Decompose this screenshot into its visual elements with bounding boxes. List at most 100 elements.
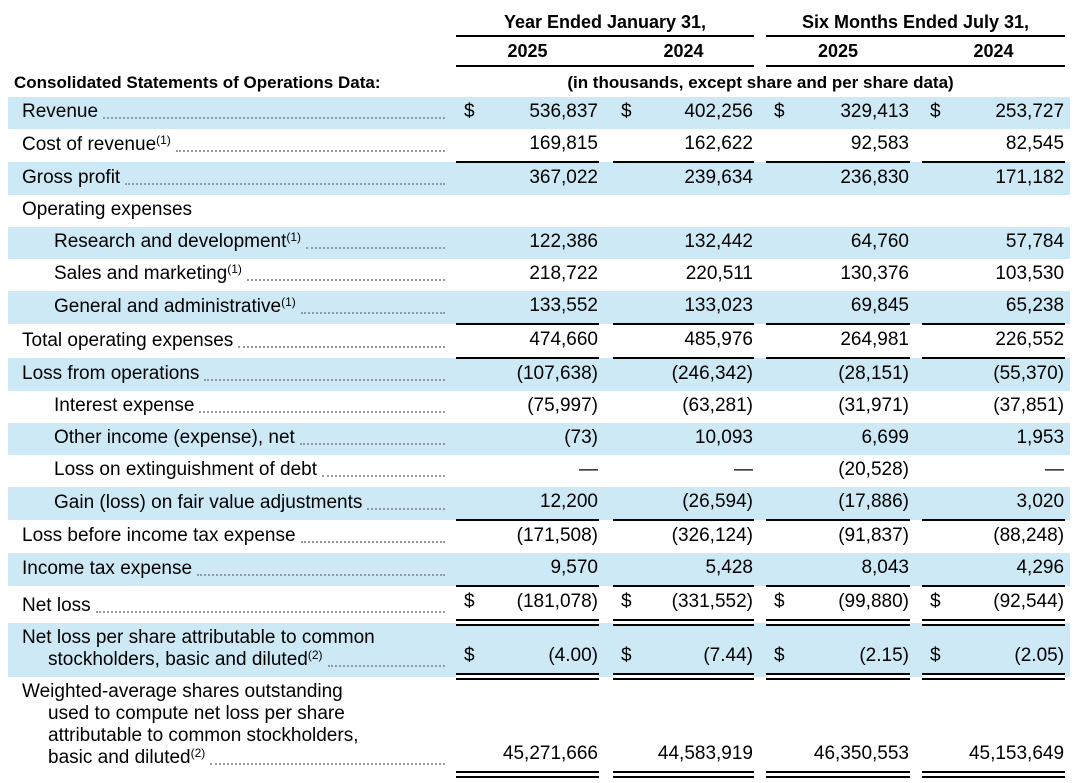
spacer-cell	[754, 677, 766, 775]
spacer-cell	[910, 358, 922, 391]
label-line: Sales and marketing(1)	[54, 263, 448, 285]
row-label-revenue: Revenue	[8, 97, 448, 129]
label-text: Net loss	[22, 594, 91, 616]
dot-leader	[125, 183, 445, 185]
label-text: stockholders, basic and diluted(2)	[48, 647, 323, 670]
label-text: Income tax expense	[22, 558, 193, 579]
value-gain-loss-on-fair-value-adjustments-col2: (26,594)	[649, 487, 754, 520]
spacer-cell	[448, 36, 456, 66]
value-total-operating-expenses-col1: 474,660	[492, 323, 599, 358]
spacer-cell	[910, 36, 922, 67]
value-gross-profit-col1: 367,022	[492, 161, 599, 195]
dollar-sign-total-operating-expenses-col4	[922, 323, 958, 358]
label-line: basic and diluted(2)	[48, 747, 448, 769]
table-row-sales-and-marketing: Sales and marketing(1) 218,722 220,511 130,…	[8, 259, 1070, 291]
dot-leader	[210, 762, 445, 765]
value-net-loss-per-share-col3: (2.15)	[802, 622, 910, 680]
spacer-cell	[448, 162, 456, 195]
spacer-cell	[8, 36, 448, 66]
dollar-sign-operating-expenses-col4	[922, 195, 958, 227]
dollar-sign-loss-on-extinguishment-of-debt-col3	[766, 455, 802, 487]
dollar-sign-revenue-col4: $	[922, 97, 958, 129]
label-text: Total operating expenses	[22, 330, 234, 351]
spacer-cell	[754, 553, 766, 586]
label-text: Cost of revenue(1)	[22, 133, 171, 155]
spacer-cell	[599, 259, 613, 291]
value-operating-expenses-col4	[958, 195, 1065, 227]
spacer-cell	[599, 162, 613, 195]
label-text: Sales and marketing(1)	[54, 262, 242, 284]
spacer-cell	[448, 6, 456, 36]
value-general-and-administrative-col4: 65,238	[958, 291, 1066, 324]
spacer-cell	[1065, 97, 1071, 129]
spacer-cell	[1065, 455, 1070, 487]
spacer-cell	[1065, 553, 1071, 586]
value-revenue-col4: 253,727	[958, 97, 1066, 129]
row-label-loss-from-operations: Loss from operations	[8, 358, 448, 391]
spacer-cell	[1065, 6, 1070, 36]
spacer-cell	[1065, 520, 1070, 553]
value-weighted-average-shares-col1: 45,271,666	[492, 676, 599, 778]
spacer-cell	[754, 324, 766, 358]
dot-leader	[322, 475, 445, 477]
spacer-cell	[1065, 162, 1071, 195]
label-text: Loss from operations	[22, 363, 200, 384]
label-text: Gain (loss) on fair value adjustments	[54, 492, 363, 513]
value-income-tax-expense-col4: 4,296	[958, 553, 1066, 586]
label-line: Revenue	[22, 101, 448, 123]
spacer-cell	[910, 455, 922, 487]
dollar-sign-sales-and-marketing-col3	[766, 259, 802, 291]
spacer-cell	[754, 622, 766, 677]
spacer-cell	[754, 455, 766, 487]
value-loss-on-extinguishment-of-debt-col2: —	[734, 459, 753, 480]
spacer-cell	[599, 455, 613, 487]
dollar-sign-loss-from-operations-col2	[613, 357, 649, 391]
dollar-sign-revenue-col2: $	[613, 97, 649, 129]
label-text: basic and diluted(2)	[48, 745, 206, 768]
table-row-income-tax-expense: Income tax expense 9,570 5,428 8,043 4,296	[8, 553, 1071, 586]
dollar-sign-loss-before-income-tax-expense-col3	[766, 519, 802, 553]
spacer-cell	[599, 195, 613, 227]
table-row-general-and-administrative: General and administrative(1) 133,552 133,…	[8, 291, 1071, 324]
year-column-fy2024: 2024	[613, 36, 754, 67]
dot-leader	[299, 443, 445, 445]
dollar-sign-general-and-administrative-col2	[613, 291, 649, 324]
spacer-cell	[910, 520, 922, 553]
value-gross-profit-col3: 236,830	[802, 161, 910, 195]
label-line: Gain (loss) on fair value adjustments	[54, 492, 448, 514]
row-label-loss-on-extinguishment-of-debt: Loss on extinguishment of debt	[8, 455, 448, 487]
value-interest-expense-col3: (31,971)	[838, 395, 909, 416]
spacer-cell	[599, 622, 613, 677]
dollar-sign-net-loss-col3: $	[766, 585, 802, 626]
dot-leader	[103, 117, 445, 119]
dollar-sign-net-loss-col4: $	[922, 585, 958, 626]
value-other-income-expense-net-col4: 1,953	[958, 423, 1066, 455]
dollar-sign-loss-before-income-tax-expense-col1	[456, 519, 492, 553]
spacer-cell	[448, 391, 456, 423]
spacer-cell	[754, 97, 766, 129]
dollar-sign-research-and-development-col2	[613, 227, 649, 259]
dollar-sign-income-tax-expense-col2	[613, 553, 649, 586]
value-research-and-development-col4: 57,784	[958, 227, 1066, 259]
year-column-6m2025: 2025	[766, 36, 910, 67]
table-header: Year Ended January 31, Six Months Ended …	[8, 6, 1070, 97]
label-line: Income tax expense	[22, 558, 448, 580]
value-sales-and-marketing-col2: 220,511	[685, 263, 753, 284]
dot-leader	[238, 346, 445, 348]
year-column-fy2025: 2025	[456, 36, 599, 67]
dollar-sign-interest-expense-col2	[613, 391, 649, 423]
spacer-cell	[910, 324, 922, 358]
value-revenue-col1: 536,837	[492, 97, 599, 129]
spacer-cell	[448, 677, 456, 775]
spacer-cell	[1065, 36, 1070, 66]
label-text: Other income (expense), net	[54, 427, 295, 448]
dollar-sign-interest-expense-col3	[766, 391, 802, 423]
label-line: Operating expenses	[22, 199, 448, 221]
value-weighted-average-shares-col2: 44,583,919	[649, 676, 754, 778]
table-row-revenue: Revenue $536,837 $402,256 $329,413 $253,727	[8, 97, 1071, 129]
value-operating-expenses-col1	[492, 195, 599, 227]
dollar-sign-other-income-expense-net-col3	[766, 423, 802, 455]
value-income-tax-expense-col1: 9,570	[492, 553, 599, 586]
spacer-cell	[599, 129, 613, 162]
